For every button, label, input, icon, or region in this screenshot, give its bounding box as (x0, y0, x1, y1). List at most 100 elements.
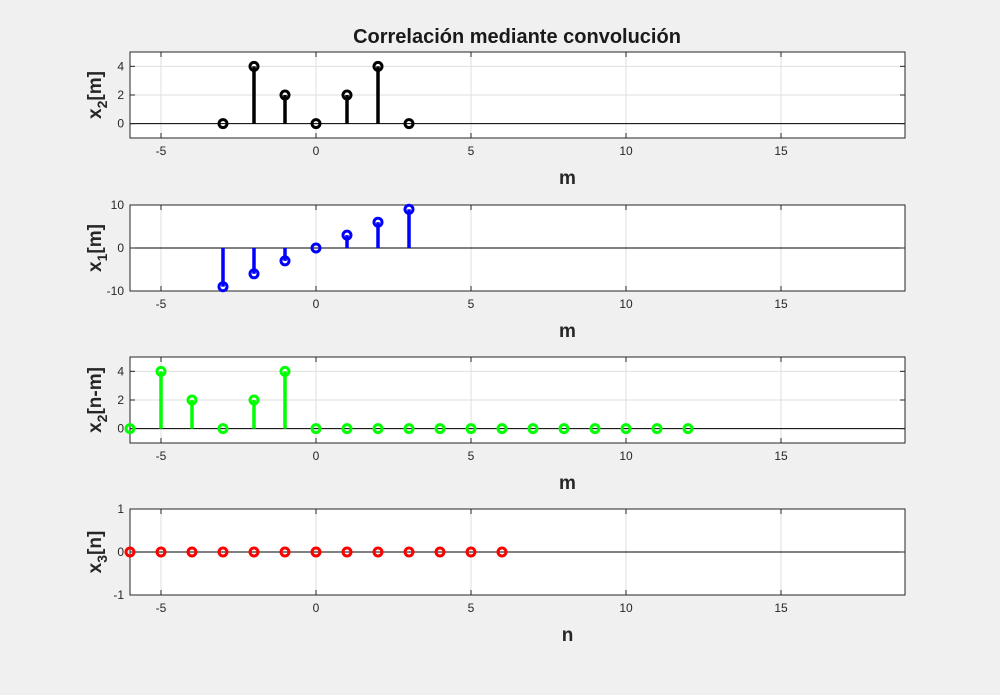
x-tick-label: 5 (468, 297, 475, 311)
x-tick-label: 15 (774, 297, 788, 311)
y-tick-label: 0 (117, 422, 124, 436)
stem-marker (558, 423, 570, 435)
y-tick-label: 0 (117, 545, 124, 559)
y-axis-label: x1[m] (85, 224, 110, 272)
x-tick-label: 0 (313, 297, 320, 311)
stem-marker (496, 423, 508, 435)
stem-marker (341, 546, 353, 558)
stem-marker (589, 423, 601, 435)
stem-marker (341, 89, 353, 101)
y-axis-label-main: x (85, 562, 106, 573)
y-axis-label-index: [m] (85, 71, 106, 101)
y-tick-label: 10 (111, 198, 125, 212)
y-axis-label-subscript: 2 (94, 100, 110, 108)
stem-marker (434, 423, 446, 435)
stem-marker (403, 546, 415, 558)
y-axis-label-subscript: 3 (94, 555, 110, 563)
x-tick-label: 15 (774, 449, 788, 463)
x-tick-label: 10 (619, 449, 633, 463)
x-tick-label: 0 (313, 449, 320, 463)
stem-marker (124, 423, 136, 435)
y-axis-label-index: [m] (85, 224, 106, 254)
x-tick-label: 0 (313, 144, 320, 158)
stem-marker (651, 423, 663, 435)
stem-marker (217, 281, 229, 293)
y-axis-label: x2[m] (85, 71, 110, 119)
stem-marker (248, 546, 260, 558)
x-axis-label: m (559, 168, 576, 189)
y-axis-label-main: x (85, 108, 106, 119)
stem-marker (496, 546, 508, 558)
y-tick-label: 0 (117, 117, 124, 131)
x-tick-label: -5 (156, 144, 167, 158)
stem-marker (372, 60, 384, 72)
stem-marker (682, 423, 694, 435)
x-tick-label: -5 (156, 601, 167, 615)
y-axis-label-index: [n] (85, 531, 106, 555)
y-tick-label: -1 (113, 588, 124, 602)
stem-marker (279, 89, 291, 101)
x-tick-label: 15 (774, 601, 788, 615)
x-axis-label: n (562, 625, 574, 646)
figure-title: Correlación mediante convolución (353, 26, 681, 48)
stem-marker (310, 242, 322, 254)
y-axis-label-subscript: 1 (94, 253, 110, 261)
stem-marker (186, 394, 198, 406)
x-axis-label: m (559, 321, 576, 342)
stem-marker (434, 546, 446, 558)
y-axis-label: x2[n-m] (85, 367, 110, 433)
y-axis-label-subscript: 2 (94, 414, 110, 422)
x-tick-label: 10 (619, 144, 633, 158)
y-tick-label: 4 (117, 364, 124, 378)
x-axis-label: m (559, 473, 576, 494)
x-tick-label: 0 (313, 601, 320, 615)
x-tick-label: 5 (468, 144, 475, 158)
stem-marker (310, 118, 322, 130)
stem-marker (279, 546, 291, 558)
x-tick-label: -5 (156, 449, 167, 463)
stem-marker (341, 423, 353, 435)
stem-marker (217, 546, 229, 558)
stem-plot-4: -5 0 5 10 15 -1 0 1 n x3[n] (85, 502, 906, 646)
stem-plot-2: -5 0 5 10 15 -10 0 10 m x1[m] (85, 198, 906, 342)
y-tick-label: 4 (117, 59, 124, 73)
stem-marker (248, 268, 260, 280)
x-tick-label: 10 (619, 297, 633, 311)
y-axis-label: x3[n] (85, 531, 110, 574)
y-axis-label-index: [n-m] (85, 367, 106, 414)
stem-marker (279, 255, 291, 267)
stem-marker (155, 546, 167, 558)
stem-marker (372, 423, 384, 435)
stem-marker (527, 423, 539, 435)
stem-marker (465, 546, 477, 558)
x-tick-label: -5 (156, 297, 167, 311)
stem-marker (124, 546, 136, 558)
y-tick-label: 1 (117, 502, 124, 516)
y-axis-label-main: x (85, 422, 106, 433)
y-tick-label: 2 (117, 88, 124, 102)
stem-marker (372, 216, 384, 228)
stem-marker (403, 118, 415, 130)
stem-marker (248, 394, 260, 406)
stem-marker (620, 423, 632, 435)
stem-marker (310, 546, 322, 558)
stem-marker (372, 546, 384, 558)
x-tick-label: 5 (468, 449, 475, 463)
x-tick-label: 10 (619, 601, 633, 615)
x-tick-label: 15 (774, 144, 788, 158)
stem-marker (155, 365, 167, 377)
stem-marker (248, 60, 260, 72)
stem-marker (403, 203, 415, 215)
stem-marker (310, 423, 322, 435)
stem-marker (279, 365, 291, 377)
y-tick-label: 2 (117, 393, 124, 407)
stem-marker (186, 546, 198, 558)
stem-marker (217, 118, 229, 130)
stem-marker (403, 423, 415, 435)
stem-marker (465, 423, 477, 435)
y-axis-label-main: x (85, 261, 106, 272)
